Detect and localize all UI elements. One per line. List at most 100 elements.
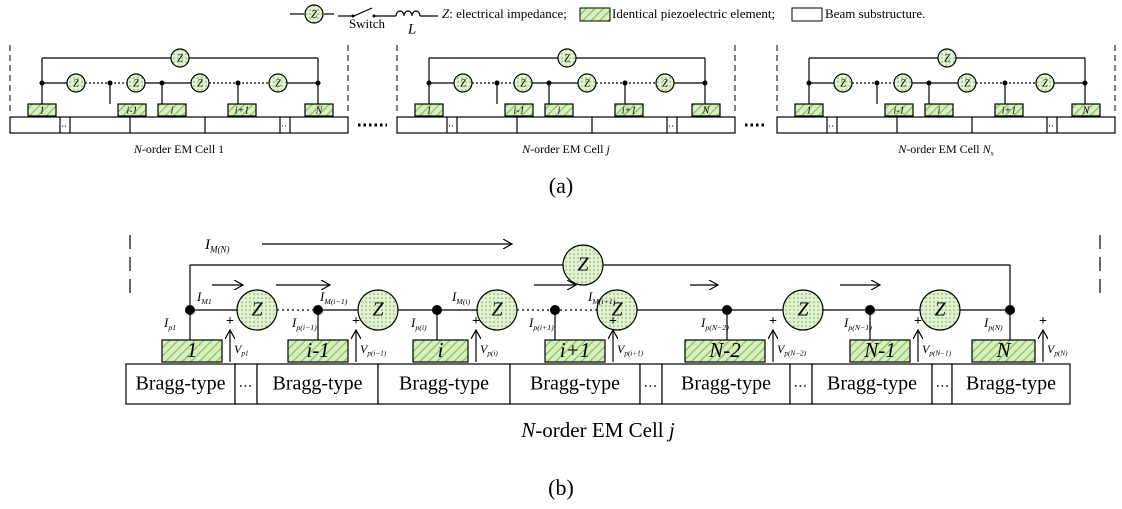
beam-segment [811, 363, 933, 405]
label: Z [491, 299, 503, 321]
label: Bragg-type [136, 373, 226, 395]
label: i [558, 105, 561, 116]
symbol-label: Vp(N) [1047, 342, 1068, 358]
label: Bragg-type [530, 373, 620, 395]
symbol-label: Vp(i−1) [360, 342, 387, 358]
piezo-element [884, 103, 914, 117]
label: Bragg-type [273, 373, 363, 395]
impedance [557, 48, 577, 68]
label: Z [520, 78, 526, 89]
node [313, 305, 323, 315]
impedance [66, 73, 86, 93]
node [722, 305, 732, 315]
label: Z [372, 299, 384, 321]
symbol-main: V [922, 342, 931, 356]
label: i [938, 105, 941, 116]
beam [776, 116, 1116, 134]
symbol-label: IM(i) [451, 289, 471, 306]
label: Z [797, 299, 809, 321]
symbol-main: V [360, 342, 369, 356]
cell-label-part: j [604, 142, 610, 156]
impedance [919, 289, 961, 331]
node [185, 305, 195, 315]
label: Z [133, 78, 139, 89]
label: i-1 [513, 105, 524, 116]
cell-label: N-order EM Cell j [520, 418, 675, 442]
symbol-label: Vp1 [234, 342, 249, 358]
impedance [782, 289, 824, 331]
label: i-1 [306, 338, 329, 362]
piezo-element [227, 103, 257, 117]
label: Identical piezoelectric element; [612, 6, 775, 21]
symbol-main: V [1047, 342, 1056, 356]
symbol-main: I [451, 289, 457, 304]
symbol-main: I [587, 289, 593, 304]
symbol-main: V [480, 342, 489, 356]
symbol-label: IM(i−1) [319, 289, 348, 306]
piezo-element [412, 339, 469, 363]
label: Bragg-type [827, 373, 917, 395]
symbol-label: Ip(i−1) [291, 315, 317, 332]
piezo-element [117, 103, 147, 117]
symbol-main: I [983, 315, 989, 330]
impedance [655, 73, 675, 93]
node [432, 305, 442, 315]
piezo-element [544, 103, 574, 117]
piezo-element [691, 103, 721, 117]
symbol-label: Vp(N−2) [777, 342, 807, 358]
label: i [438, 338, 444, 362]
label: Z [197, 78, 203, 89]
node [1082, 80, 1088, 86]
impedance [577, 73, 597, 93]
node [1005, 305, 1015, 315]
node [159, 80, 165, 86]
symbol-main: I [291, 315, 297, 330]
symbol-sub: p(N−2) [783, 349, 806, 357]
piezo-element [849, 339, 911, 363]
symbol-label: Ip(N) [983, 315, 1003, 332]
node [874, 80, 880, 86]
label: Z [275, 78, 281, 89]
symbol-sub: M(i) [455, 297, 470, 306]
beam-segment [234, 363, 258, 405]
label: Bragg-type [966, 373, 1056, 395]
label: + [769, 314, 777, 329]
symbol-sub: M(i−1) [323, 297, 347, 306]
symbol-sub: p(i) [486, 349, 498, 357]
cell-label-part: -order EM Cell [530, 142, 606, 156]
symbol-main: I [163, 315, 169, 330]
piezo-element [614, 103, 644, 117]
symbol-sub: p(N−1) [847, 323, 872, 332]
impedance [476, 289, 518, 331]
cell-label-part: j [666, 418, 675, 442]
symbol-sub: p(i−1) [295, 323, 317, 332]
legend-beam [791, 7, 823, 22]
node [622, 80, 628, 86]
symbol-sub: p(N) [987, 323, 1003, 332]
label: Z [964, 78, 970, 89]
impedance [236, 289, 278, 331]
symbol-label: Ip(i+1) [528, 315, 554, 332]
symbol-label: Ip(N−2) [700, 315, 729, 332]
label: Z [900, 78, 906, 89]
label: 1 [807, 105, 812, 116]
cell-label-part: N [520, 418, 536, 442]
label: i [171, 105, 174, 116]
cell-label-part: N [897, 142, 907, 156]
node [107, 80, 113, 86]
node [39, 80, 45, 86]
node [546, 80, 552, 86]
beam-segment [951, 363, 1071, 405]
label: + [352, 314, 360, 329]
beam-segment [789, 363, 813, 405]
piezo-element [971, 339, 1036, 363]
label: i+1 [560, 338, 591, 362]
beam-segment [661, 363, 791, 405]
symbol-sub: p(i−1) [366, 349, 386, 357]
node [235, 80, 241, 86]
symbol-label: Vp(i+1) [617, 342, 644, 358]
label: L [407, 21, 416, 37]
label: Z [662, 78, 668, 89]
legend-z-text: : electrical impedance; [449, 6, 567, 21]
